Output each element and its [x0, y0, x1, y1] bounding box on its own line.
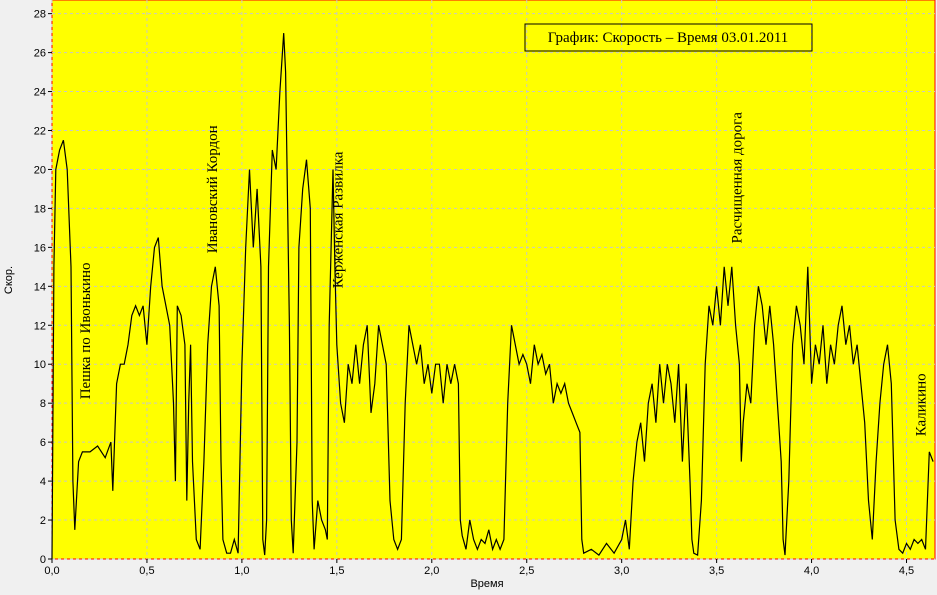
y-tick-label: 28 — [34, 9, 46, 21]
annotation: Пешка по Ивонькино — [78, 262, 94, 399]
x-tick-label: 0,5 — [139, 565, 154, 577]
x-tick-label: 4,5 — [899, 565, 914, 577]
y-tick-label: 16 — [34, 242, 46, 254]
y-tick-label: 24 — [34, 87, 46, 99]
annotation: Каликино — [914, 373, 930, 436]
y-tick-label: 4 — [40, 476, 46, 488]
y-tick-label: 10 — [34, 359, 46, 371]
y-axis-label: Скор. — [3, 266, 15, 294]
annotation: Ивановский Кордон — [205, 125, 221, 253]
title-box — [524, 23, 813, 52]
y-tick-label: 12 — [34, 320, 46, 332]
annotation: Керженская Развилка — [331, 151, 347, 288]
y-tick-label: 2 — [40, 515, 46, 527]
x-tick-label: 1,5 — [329, 565, 344, 577]
y-tick-label: 0 — [40, 554, 46, 566]
x-tick-label: 3,0 — [614, 565, 629, 577]
plot-area — [51, 0, 936, 560]
x-tick-label: 2,5 — [519, 565, 534, 577]
speed-line — [51, 33, 934, 560]
y-tick-label: 20 — [34, 164, 46, 176]
annotation: Расчищенная дорога — [729, 112, 745, 244]
y-tick-label: 18 — [34, 203, 46, 215]
x-axis-label: Время — [470, 578, 503, 590]
x-tick-label: 3,5 — [709, 565, 724, 577]
x-tick-label: 4,0 — [804, 565, 819, 577]
y-tick-label: 22 — [34, 125, 46, 137]
x-tick-label: 0,0 — [44, 565, 59, 577]
chart-title: График: Скорость – Время 03.01.2011 — [548, 30, 789, 46]
y-tick-label: 26 — [34, 48, 46, 60]
x-tick-label: 2,0 — [424, 565, 439, 577]
y-tick-label: 14 — [34, 281, 46, 293]
y-tick-label: 8 — [40, 398, 46, 410]
x-tick-label: 1,0 — [234, 565, 249, 577]
y-tick-label: 6 — [40, 437, 46, 449]
